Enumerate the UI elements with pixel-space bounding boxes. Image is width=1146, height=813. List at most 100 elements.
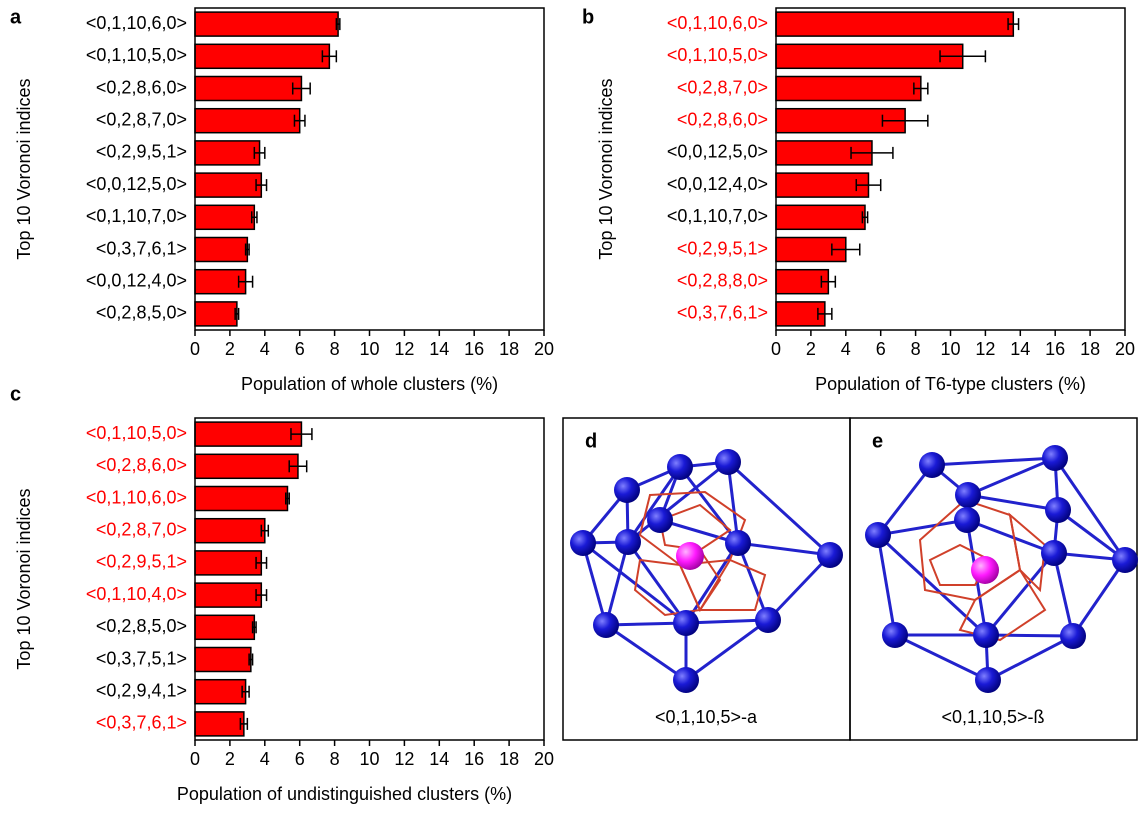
panel-letter: a <box>10 6 22 28</box>
x-tick-label: 20 <box>1115 339 1135 359</box>
x-tick-label: 0 <box>771 339 781 359</box>
bar <box>195 551 261 575</box>
atom <box>1045 497 1071 523</box>
category-label: <0,1,10,7,0> <box>667 206 768 226</box>
atom <box>647 507 673 533</box>
category-label: <0,3,7,5,1> <box>96 648 187 668</box>
bar <box>195 173 261 197</box>
category-label: <0,2,8,7,0> <box>96 519 187 539</box>
cluster-d <box>570 449 843 693</box>
bar <box>195 12 338 36</box>
bond <box>988 636 1073 680</box>
x-tick-label: 2 <box>225 749 235 769</box>
atom <box>673 667 699 693</box>
bar <box>195 583 261 607</box>
x-tick-label: 12 <box>394 339 414 359</box>
atom <box>882 622 908 648</box>
x-tick-label: 18 <box>1080 339 1100 359</box>
x-tick-label: 2 <box>806 339 816 359</box>
bar <box>776 77 921 101</box>
bar <box>776 44 963 68</box>
bar <box>195 648 251 672</box>
bar <box>776 12 1013 36</box>
x-tick-label: 6 <box>295 339 305 359</box>
bond <box>768 555 830 620</box>
bond <box>878 520 967 535</box>
atom <box>817 542 843 568</box>
x-tick-label: 16 <box>464 339 484 359</box>
x-tick-label: 14 <box>429 749 449 769</box>
bond <box>878 465 932 535</box>
x-tick-label: 18 <box>499 749 519 769</box>
bar <box>776 173 868 197</box>
atom <box>667 454 693 480</box>
category-label: <0,2,9,5,1> <box>96 142 187 162</box>
category-label: <0,2,8,7,0> <box>96 109 187 129</box>
atom <box>673 610 699 636</box>
bar <box>195 680 246 704</box>
bond <box>583 543 686 623</box>
x-tick-label: 10 <box>359 339 379 359</box>
bond <box>967 520 1054 553</box>
bar <box>195 487 287 511</box>
x-tick-label: 12 <box>975 339 995 359</box>
x-tick-label: 6 <box>295 749 305 769</box>
category-label: <0,1,10,5,0> <box>86 423 187 443</box>
y-axis-label: Top 10 Voronoi indices <box>14 78 34 259</box>
bar <box>195 44 329 68</box>
category-label: <0,2,9,5,1> <box>677 238 768 258</box>
atom <box>1042 445 1068 471</box>
category-label: <0,2,8,5,0> <box>96 616 187 636</box>
category-label: <0,0,12,4,0> <box>86 270 187 290</box>
category-label: <0,1,10,6,0> <box>86 487 187 507</box>
bar <box>195 422 301 446</box>
bond <box>968 495 1058 510</box>
x-tick-label: 20 <box>534 339 554 359</box>
x-tick-label: 16 <box>1045 339 1065 359</box>
category-label: <0,0,12,5,0> <box>667 142 768 162</box>
category-label: <0,3,7,6,1> <box>96 713 187 733</box>
atom <box>954 507 980 533</box>
category-label: <0,2,9,5,1> <box>96 552 187 572</box>
center-atom <box>971 556 999 584</box>
bar <box>195 615 254 639</box>
x-tick-label: 20 <box>534 749 554 769</box>
atom <box>593 612 619 638</box>
bar <box>195 302 237 326</box>
category-label: <0,0,12,4,0> <box>667 174 768 194</box>
atom <box>1112 547 1138 573</box>
x-tick-label: 10 <box>940 339 960 359</box>
center-atom <box>676 542 704 570</box>
bond <box>895 635 988 680</box>
x-tick-label: 14 <box>1010 339 1030 359</box>
bond <box>686 620 768 680</box>
atom <box>755 607 781 633</box>
panel-letter: d <box>585 430 597 452</box>
bond <box>1073 560 1125 636</box>
atom <box>975 667 1001 693</box>
figure: d e <0,1,10,5>-a <0,1,10,5>-ß <0,1,10,6,… <box>0 0 1146 813</box>
category-label: <0,1,10,4,0> <box>86 584 187 604</box>
category-label: <0,1,10,7,0> <box>86 206 187 226</box>
category-label: <0,1,10,5,0> <box>667 45 768 65</box>
category-label: <0,1,10,5,0> <box>86 45 187 65</box>
category-label: <0,3,7,6,1> <box>96 238 187 258</box>
diagram-caption: <0,1,10,5>-ß <box>941 707 1044 727</box>
cluster-e <box>865 445 1138 693</box>
category-label: <0,2,8,6,0> <box>96 455 187 475</box>
category-label: <0,2,8,6,0> <box>96 77 187 97</box>
atom <box>973 622 999 648</box>
bar <box>776 270 828 294</box>
panel-letter: c <box>10 383 21 405</box>
x-tick-label: 18 <box>499 339 519 359</box>
x-tick-label: 0 <box>190 339 200 359</box>
category-label: <0,2,8,7,0> <box>677 77 768 97</box>
x-tick-label: 12 <box>394 749 414 769</box>
x-tick-label: 16 <box>464 749 484 769</box>
bar <box>195 109 300 133</box>
x-tick-label: 8 <box>330 339 340 359</box>
atom <box>919 452 945 478</box>
bar <box>195 141 260 165</box>
diagram-caption: <0,1,10,5>-a <box>655 707 758 727</box>
cage-face <box>1010 515 1045 590</box>
